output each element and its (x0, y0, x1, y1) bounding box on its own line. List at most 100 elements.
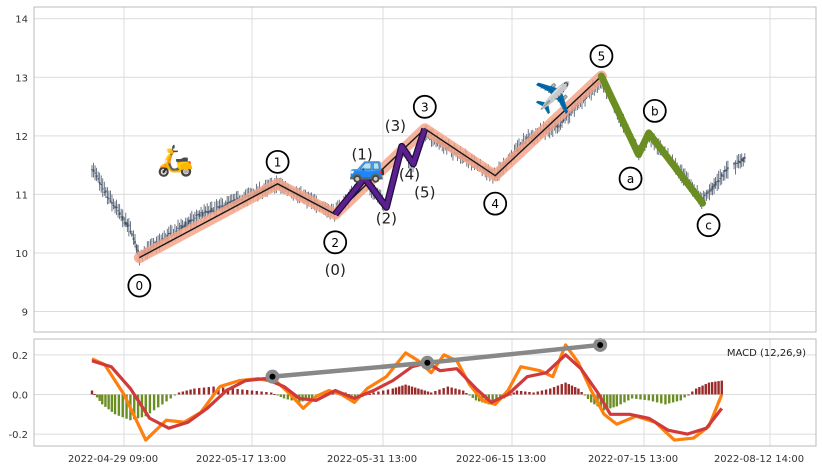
candle-body (111, 202, 113, 205)
sub-wave-label: (5) (414, 183, 435, 201)
macd-histogram-bar (417, 388, 420, 395)
macd-histogram-bar (434, 391, 437, 395)
candle-body (117, 210, 119, 212)
macd-histogram-bar (544, 389, 548, 395)
macd-histogram-bar (630, 394, 634, 399)
candle-body (203, 212, 205, 214)
macd-histogram-bar (104, 394, 107, 407)
macd-histogram-bar (386, 389, 390, 395)
macd-histogram-bar (286, 394, 290, 400)
macd-histogram-bar (564, 382, 567, 395)
candle-body (195, 214, 198, 216)
macd-histogram-bar (583, 394, 586, 396)
macd-histogram-bar (148, 394, 152, 414)
candle-body (727, 167, 729, 170)
candle-body (739, 161, 741, 164)
candle-body (707, 191, 709, 194)
macd-histogram-bar (560, 384, 563, 395)
candle-body (121, 216, 124, 221)
candle-body (559, 124, 562, 126)
x-tick-label: 2022-08-12 14:00 (714, 454, 804, 465)
candle-body (194, 217, 196, 219)
wave-label-circle (265, 149, 290, 174)
macd-histogram-bar (107, 394, 110, 410)
candle-body (106, 196, 109, 198)
wave-label-text: 4 (491, 197, 499, 211)
candle-body (525, 137, 528, 140)
candle-body (734, 162, 737, 164)
macd-histogram-bar (655, 394, 659, 403)
macd-histogram-bar (671, 394, 675, 403)
macd-histogram-bar (577, 388, 580, 395)
airplane-icon: ✈️ (534, 79, 571, 116)
macd-histogram-bar (270, 392, 273, 395)
macd-histogram-bar (694, 388, 698, 395)
macd-histogram-bar (282, 394, 286, 399)
x-tick-label: 2022-05-31 13:00 (327, 454, 417, 465)
sub-wave-label: (1) (351, 145, 372, 163)
macd-histogram-bar (615, 394, 618, 407)
macd-histogram-bar (519, 391, 523, 395)
candle-body (211, 208, 213, 212)
macd-histogram-bar (181, 391, 185, 395)
candle-body (711, 186, 714, 190)
candle-body (131, 233, 133, 236)
macd-histogram-bar (651, 394, 655, 402)
candle-body (744, 157, 746, 159)
macd-histogram-bar (438, 389, 441, 395)
candle-body (175, 230, 178, 232)
macd-histogram-bar (454, 388, 457, 395)
macd-histogram-bar (189, 389, 192, 395)
candle-body (177, 227, 179, 229)
macd-histogram-bar (586, 394, 590, 399)
candle-body (98, 182, 101, 185)
macd-histogram-bar (512, 392, 515, 395)
candle-body (429, 138, 431, 140)
macd-histogram-bar (556, 385, 560, 395)
x-tick-label: 2022-06-15 13:00 (456, 454, 546, 465)
candle-body (717, 180, 720, 183)
macd-histogram-bar (133, 394, 136, 420)
macd-histogram-bar (536, 391, 539, 395)
impulse-wave-line (139, 75, 602, 259)
candle-body (708, 190, 711, 192)
correction-label-text: c (705, 219, 712, 233)
macd-histogram-bar (307, 394, 311, 400)
macd-histogram-bar (350, 394, 354, 396)
sub-wave-label: (2) (376, 210, 397, 228)
macd-histogram-bar (279, 394, 282, 397)
macd-histogram-bar (687, 394, 690, 396)
wave-label-circle (589, 44, 614, 68)
candle-body (120, 216, 122, 218)
candle-body (742, 157, 745, 162)
x-tick-label: 2022-07-15 13:00 (588, 454, 678, 465)
macd-histogram-bar (462, 390, 465, 395)
macd-y-tick-label: 0.2 (12, 351, 28, 362)
candle-body (189, 219, 192, 222)
candle-body (209, 210, 212, 213)
candle-body (556, 123, 559, 128)
candle-body (97, 178, 99, 180)
wave-label-circle (483, 191, 508, 216)
correction-label-text: b (651, 104, 659, 118)
candle-body (191, 219, 193, 221)
macd-histogram-bar (125, 394, 128, 419)
macd-histogram-bar (382, 390, 385, 395)
candle-body (154, 242, 156, 244)
candle-body (91, 169, 93, 171)
macd-histogram-bar (420, 389, 423, 395)
macd-histogram-bar (664, 394, 667, 405)
macd-histogram-bar (612, 394, 615, 408)
macd-histogram-bar (173, 394, 177, 396)
macd-histogram-bar (110, 394, 114, 412)
macd-histogram-bar (394, 387, 398, 395)
wave-label-text: 0 (136, 279, 144, 293)
candle-body (561, 120, 563, 124)
macd-histogram-bar (117, 394, 121, 416)
candle-body (725, 169, 728, 172)
candle-body (180, 225, 182, 230)
price-y-tick-label: 10 (15, 249, 28, 260)
candle-body (705, 192, 708, 194)
macd-histogram-bar (152, 394, 156, 411)
candle-body (562, 119, 565, 121)
